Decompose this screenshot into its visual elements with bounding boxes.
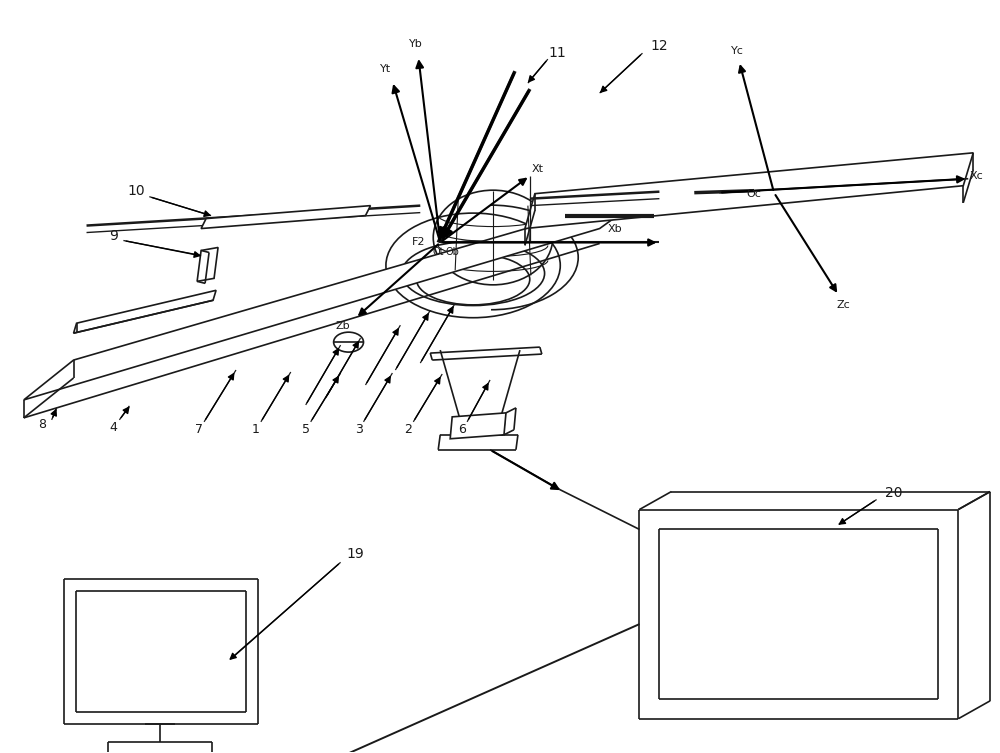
Text: 2: 2 [404, 423, 412, 436]
Text: 4: 4 [109, 422, 117, 434]
Text: Xt: Xt [532, 163, 544, 174]
Text: Yb: Yb [409, 39, 423, 49]
Text: 7: 7 [195, 423, 203, 436]
Text: 19: 19 [347, 547, 364, 561]
Text: F2: F2 [412, 237, 425, 248]
Text: 11: 11 [549, 46, 567, 60]
Text: 8: 8 [38, 419, 46, 431]
Text: Xc: Xc [969, 171, 983, 181]
Text: Yc: Yc [731, 46, 744, 56]
Text: Xb: Xb [607, 224, 622, 233]
Text: 10: 10 [128, 184, 145, 198]
Polygon shape [24, 193, 649, 400]
Polygon shape [197, 248, 218, 282]
Text: 3: 3 [355, 423, 362, 436]
Text: 6: 6 [458, 423, 466, 436]
Text: Ot: Ot [432, 248, 444, 258]
Text: Zb: Zb [335, 322, 350, 331]
Text: Zc: Zc [837, 300, 851, 310]
Text: Oc: Oc [746, 189, 761, 199]
Text: 12: 12 [651, 39, 668, 53]
Polygon shape [201, 206, 370, 229]
Polygon shape [74, 291, 216, 333]
Text: Ob: Ob [445, 248, 459, 258]
Polygon shape [525, 153, 973, 229]
Text: 9: 9 [109, 228, 118, 242]
Text: 5: 5 [302, 423, 310, 436]
Text: 1: 1 [252, 423, 260, 436]
Polygon shape [450, 413, 506, 439]
Text: Yt: Yt [380, 64, 391, 74]
Text: 20: 20 [885, 486, 902, 499]
